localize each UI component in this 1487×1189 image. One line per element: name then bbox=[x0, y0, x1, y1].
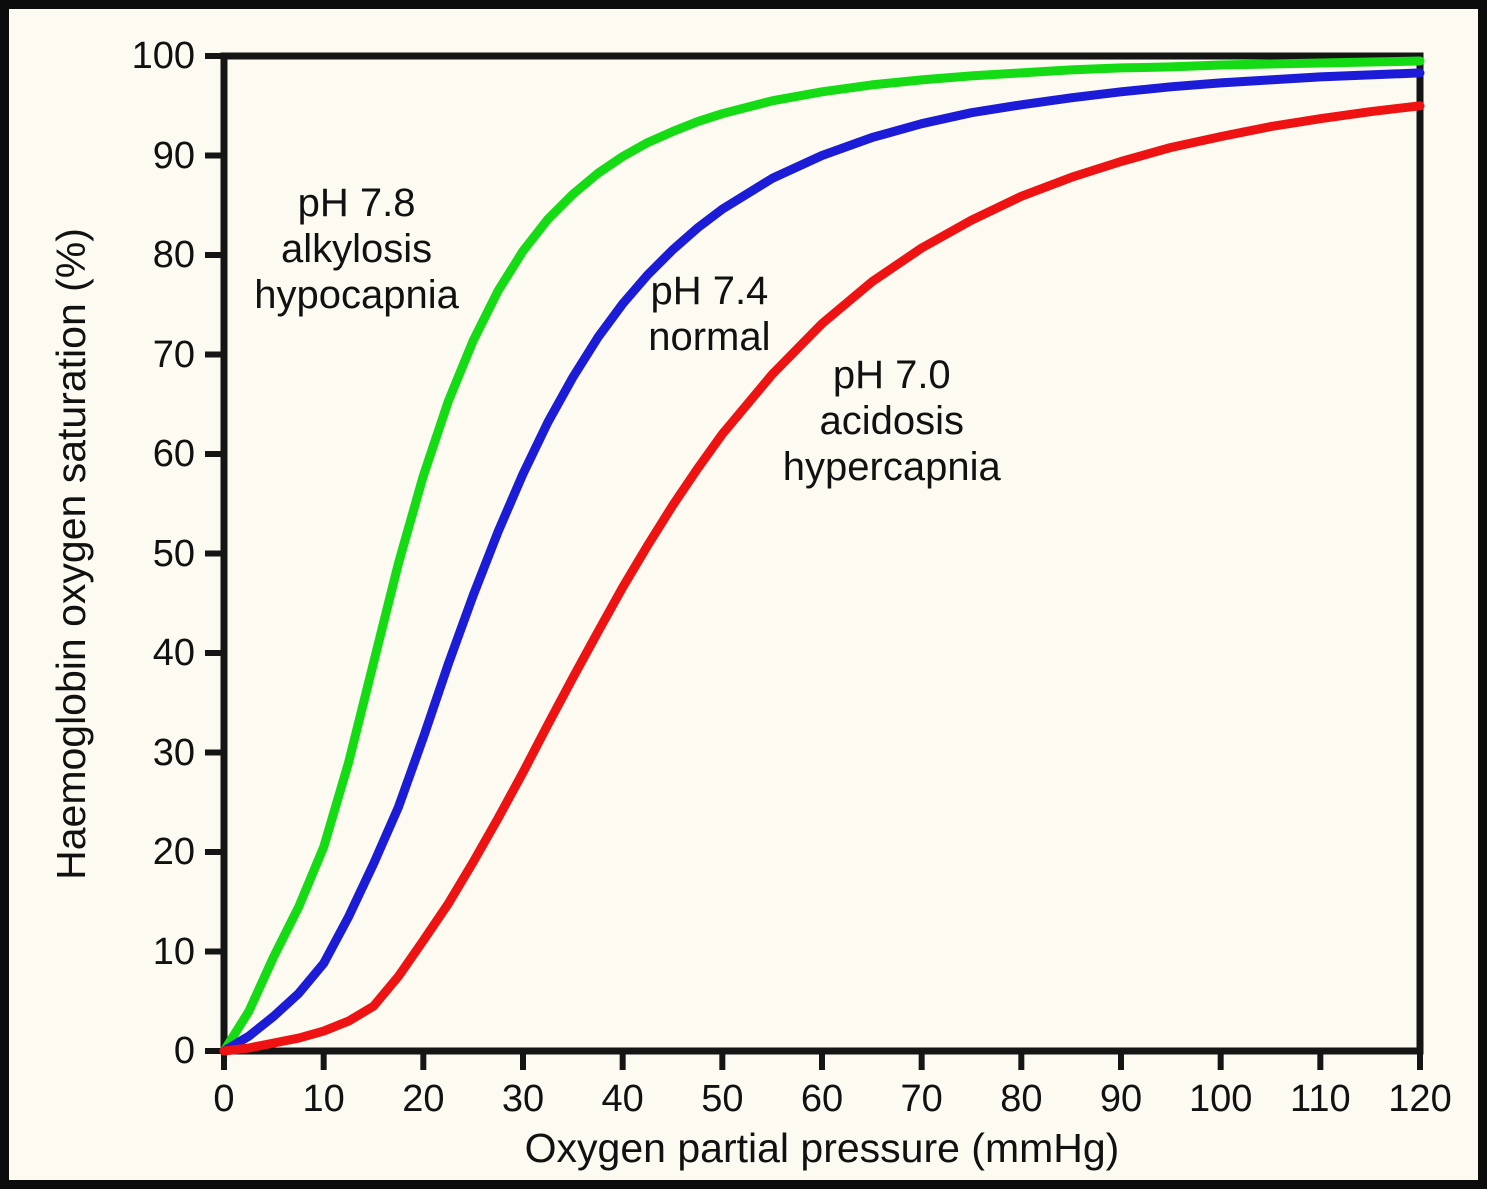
x-tick-label: 50 bbox=[701, 1078, 744, 1120]
curve-ph-7-8 bbox=[219, 56, 1425, 1056]
annotation-line: acidosis bbox=[819, 399, 965, 444]
curve-ph-7-4 bbox=[219, 68, 1425, 1056]
y-tick-label: 50 bbox=[152, 532, 195, 575]
annotation-ph-7-4: pH 7.4 normal bbox=[648, 268, 770, 360]
annotation-line: pH 7.8 bbox=[297, 181, 416, 226]
annotation-line: pH 7.4 bbox=[650, 268, 769, 313]
x-tick-label: 110 bbox=[1290, 1078, 1351, 1120]
y-tick-label: 60 bbox=[152, 433, 195, 475]
annotation-line: normal bbox=[648, 314, 771, 359]
y-tick-label: 20 bbox=[152, 831, 195, 873]
x-tick-label: 0 bbox=[213, 1078, 235, 1120]
annotation-line: hypocapnia bbox=[254, 273, 459, 318]
x-axis-title: Oxygen partial pressure (mmHg) bbox=[524, 1125, 1120, 1171]
x-tick-label: 60 bbox=[800, 1078, 844, 1120]
x-tick-label: 10 bbox=[302, 1078, 345, 1120]
y-tick-label: 70 bbox=[152, 333, 195, 376]
annotation-ph-7-8: pH 7.8 alkylosis hypocapnia bbox=[254, 180, 459, 318]
y-tick-label: 80 bbox=[152, 234, 195, 276]
x-tick-label: 120 bbox=[1388, 1078, 1452, 1120]
x-tick-label: 70 bbox=[900, 1078, 943, 1120]
x-tick-label: 90 bbox=[1099, 1078, 1143, 1120]
curve-ph-7-0 bbox=[219, 101, 1425, 1056]
y-tick-label: 100 bbox=[131, 35, 195, 77]
annotation-line: pH 7.0 bbox=[832, 353, 951, 398]
annotation-line: alkylosis bbox=[280, 227, 433, 272]
x-tick-label: 40 bbox=[601, 1078, 644, 1120]
annotation-ph-7-0: pH 7.0 acidosis hypercapnia bbox=[783, 352, 1001, 490]
chart-canvas bbox=[205, 52, 1425, 1070]
y-tick-label: 40 bbox=[152, 632, 195, 674]
annotation-line: hypercapnia bbox=[782, 445, 1001, 490]
x-tick-label: 30 bbox=[501, 1078, 545, 1120]
y-tick-label: 10 bbox=[152, 930, 195, 973]
x-tick-label: 100 bbox=[1188, 1078, 1253, 1120]
y-tick-label: 0 bbox=[173, 1030, 195, 1072]
y-tick-label: 90 bbox=[152, 134, 195, 177]
x-tick-label: 80 bbox=[1000, 1078, 1043, 1120]
y-tick-label: 30 bbox=[152, 731, 195, 774]
x-tick-label: 20 bbox=[402, 1078, 445, 1120]
